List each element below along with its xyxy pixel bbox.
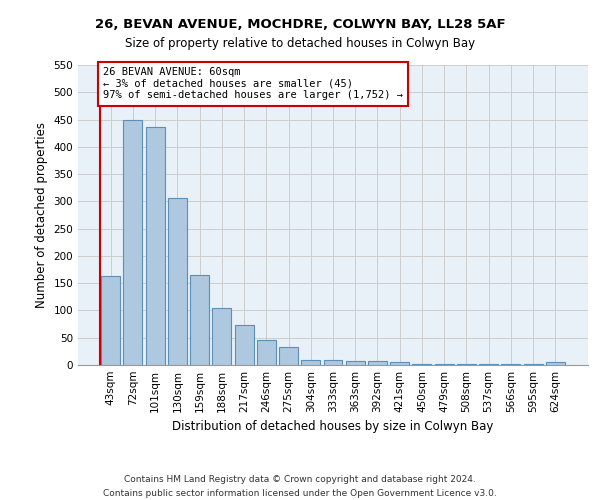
Bar: [412, 364, 431, 365]
X-axis label: Distribution of detached houses by size in Colwyn Bay: Distribution of detached houses by size …: [172, 420, 494, 434]
Bar: [390, 362, 409, 365]
Bar: [479, 364, 498, 365]
Text: Size of property relative to detached houses in Colwyn Bay: Size of property relative to detached ho…: [125, 38, 475, 51]
Bar: [190, 275, 209, 365]
Bar: [502, 364, 520, 365]
Bar: [323, 360, 343, 365]
Bar: [124, 120, 142, 365]
Bar: [279, 347, 298, 365]
Text: 26 BEVAN AVENUE: 60sqm
← 3% of detached houses are smaller (45)
97% of semi-deta: 26 BEVAN AVENUE: 60sqm ← 3% of detached …: [103, 67, 403, 100]
Bar: [235, 324, 254, 365]
Bar: [168, 198, 187, 365]
Y-axis label: Number of detached properties: Number of detached properties: [35, 122, 48, 308]
Bar: [546, 362, 565, 365]
Bar: [301, 360, 320, 365]
Bar: [257, 340, 276, 365]
Bar: [368, 360, 387, 365]
Bar: [346, 360, 365, 365]
Bar: [457, 364, 476, 365]
Bar: [435, 364, 454, 365]
Text: 26, BEVAN AVENUE, MOCHDRE, COLWYN BAY, LL28 5AF: 26, BEVAN AVENUE, MOCHDRE, COLWYN BAY, L…: [95, 18, 505, 30]
Text: Contains HM Land Registry data © Crown copyright and database right 2024.
Contai: Contains HM Land Registry data © Crown c…: [103, 476, 497, 498]
Bar: [212, 308, 231, 365]
Bar: [146, 126, 164, 365]
Bar: [101, 276, 120, 365]
Bar: [524, 364, 542, 365]
